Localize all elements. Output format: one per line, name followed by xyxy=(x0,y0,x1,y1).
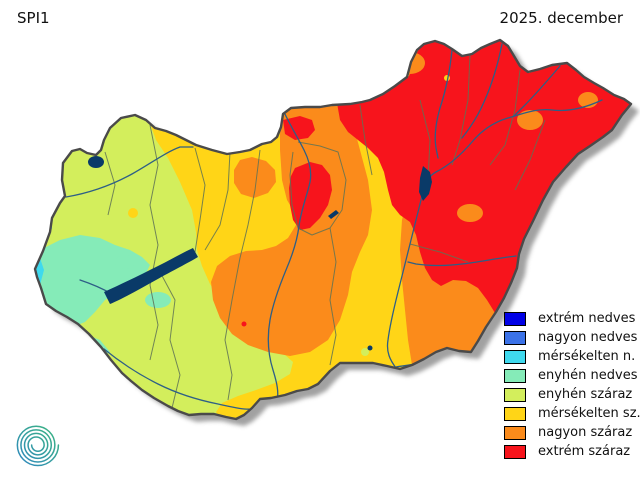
legend-item: nagyon nedves xyxy=(504,330,640,345)
river-bodrog xyxy=(513,65,561,117)
river-drava xyxy=(103,348,253,410)
legend-label: mérsékelten sz. xyxy=(538,406,640,421)
river-danube xyxy=(267,111,312,403)
legend-label: enyhén nedves xyxy=(538,368,638,383)
lake-velence xyxy=(328,210,339,219)
zone-very-dry-central xyxy=(211,102,372,356)
lakes xyxy=(88,156,432,351)
page-title: SPI1 xyxy=(17,9,50,27)
legend-swatch xyxy=(504,349,526,364)
legend-item: extrém nedves xyxy=(504,311,640,326)
legend-swatch xyxy=(504,425,526,440)
legend-label: extrém száraz xyxy=(538,444,631,459)
legend-swatch xyxy=(504,330,526,345)
river-raba xyxy=(65,146,194,198)
legend-swatch xyxy=(504,406,526,421)
lake-balaton xyxy=(104,248,198,304)
legend-item: enyhén nedves xyxy=(504,368,640,383)
legend-label: enyhén száraz xyxy=(538,387,633,402)
lake-tisza xyxy=(419,166,432,201)
country-outline xyxy=(33,38,633,421)
legend: extrém nedves nagyon nedves mérsékelten … xyxy=(504,311,640,464)
legend-swatch xyxy=(504,444,526,459)
river-koros xyxy=(407,255,517,267)
legend-label: extrém nedves xyxy=(538,311,636,326)
river-hernad xyxy=(461,43,503,139)
zone-extremely-dry xyxy=(337,40,631,313)
legend-item: mérsékelten sz. xyxy=(504,406,640,421)
county-borders xyxy=(104,54,546,409)
legend-swatch xyxy=(504,387,526,402)
legend-item: extrém száraz xyxy=(504,444,640,459)
lake-ferto xyxy=(88,156,104,168)
legend-swatch xyxy=(504,368,526,383)
date-label: 2025. december xyxy=(499,9,623,27)
legend-item: mérsékelten n. xyxy=(504,349,640,364)
legend-swatch xyxy=(504,311,526,326)
zone-very-dry-north-patch xyxy=(234,157,276,198)
river-sajo xyxy=(434,49,453,159)
spiral-logo-icon xyxy=(16,425,60,467)
legend-item: enyhén száraz xyxy=(504,387,640,402)
legend-label: nagyon száraz xyxy=(538,425,633,440)
legend-label: nagyon nedves xyxy=(538,330,638,345)
legend-label: mérsékelten n. xyxy=(538,349,636,364)
legend-item: nagyon száraz xyxy=(504,425,640,440)
